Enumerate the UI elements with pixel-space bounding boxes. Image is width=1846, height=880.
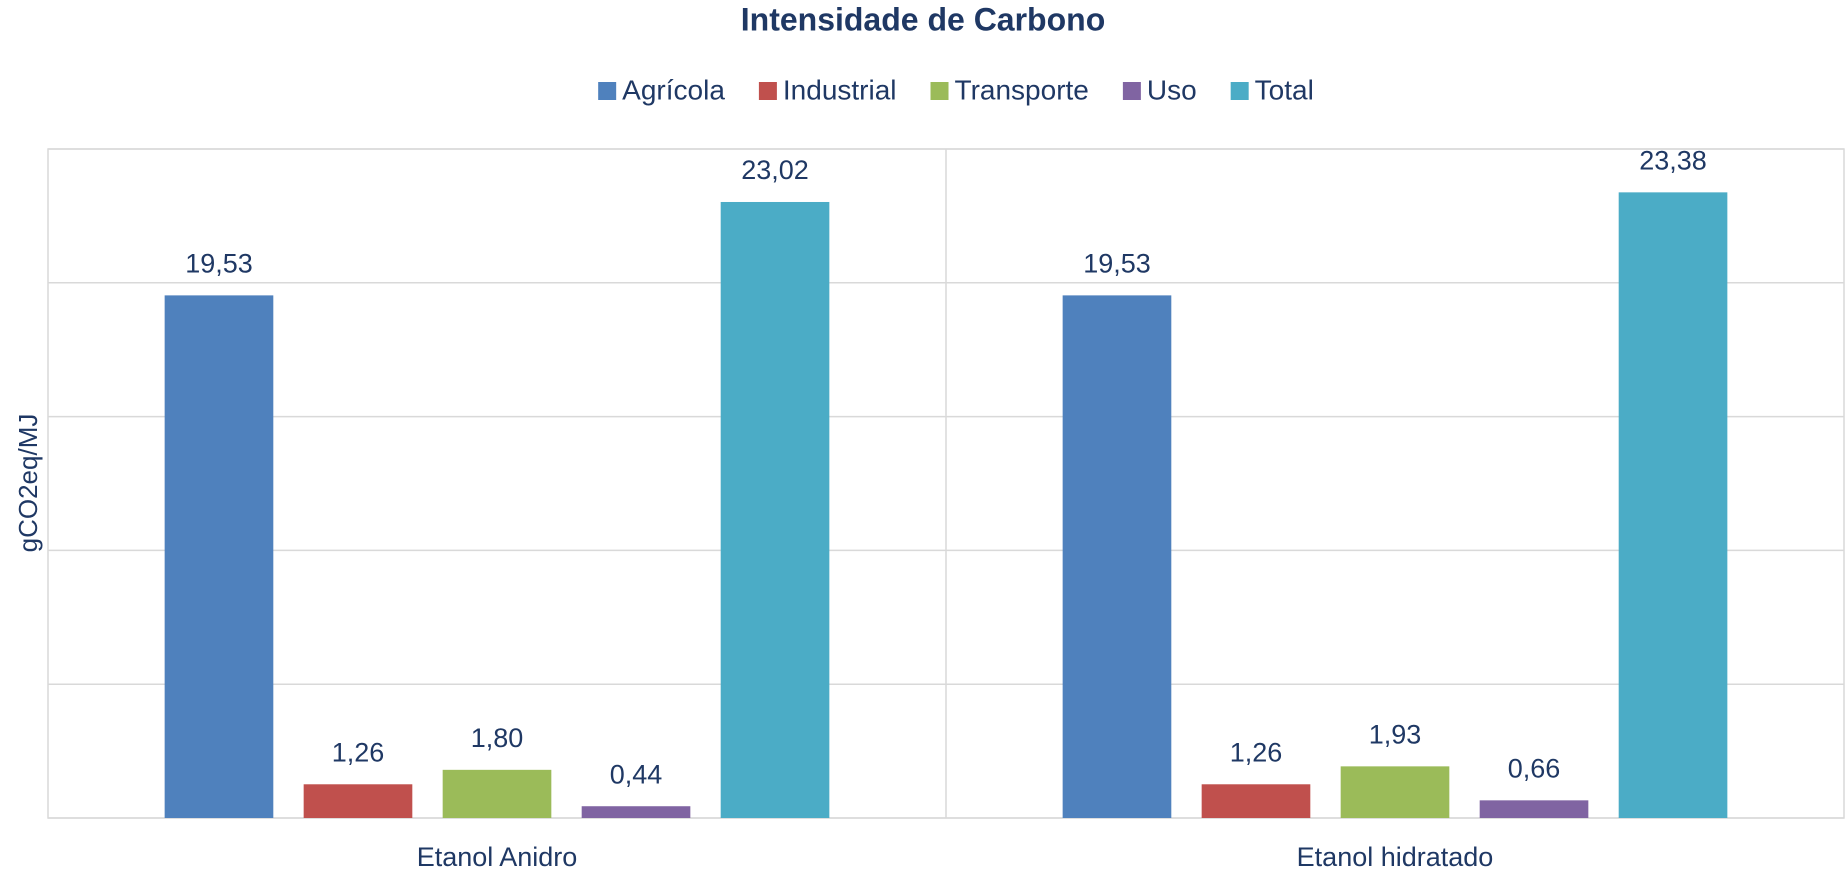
bar (720, 201, 830, 818)
bar (1479, 800, 1589, 818)
chart-title: Intensidade de Carbono (741, 1, 1105, 37)
legend-label: Total (1255, 74, 1314, 105)
legend-swatch (930, 82, 949, 100)
legend: Agrícola Industrial Transporte Uso Total (598, 74, 1314, 105)
bar (442, 769, 552, 818)
data-label: 1,26 (1230, 737, 1283, 767)
legend-label: Agrícola (622, 74, 725, 105)
legend-label: Uso (1147, 74, 1197, 105)
legend-swatch (758, 82, 777, 100)
bar (1618, 192, 1728, 818)
data-label: 19,53 (185, 249, 253, 279)
bar (1062, 295, 1172, 818)
legend-swatch (1230, 82, 1249, 100)
bar (581, 806, 691, 818)
bar (1340, 766, 1450, 818)
bar (164, 295, 274, 818)
legend-swatch (1122, 82, 1141, 100)
data-label: 0,44 (610, 759, 663, 789)
data-label: 23,02 (741, 155, 809, 185)
bar (303, 784, 413, 818)
data-label: 1,26 (332, 737, 385, 767)
data-label: 23,38 (1639, 145, 1707, 175)
legend-swatch (598, 82, 617, 100)
bar (1201, 784, 1311, 818)
x-tick-label: Etanol hidratado (1297, 842, 1494, 872)
data-label: 1,93 (1369, 719, 1422, 749)
data-label: 0,66 (1508, 753, 1561, 783)
legend-label: Transporte (955, 74, 1089, 105)
legend-label: Industrial (783, 74, 897, 105)
data-label: 1,80 (471, 723, 524, 753)
y-axis-label: gCO2eq/MJ (13, 414, 43, 553)
data-label: 19,53 (1083, 249, 1151, 279)
x-tick-label: Etanol Anidro (417, 842, 578, 872)
